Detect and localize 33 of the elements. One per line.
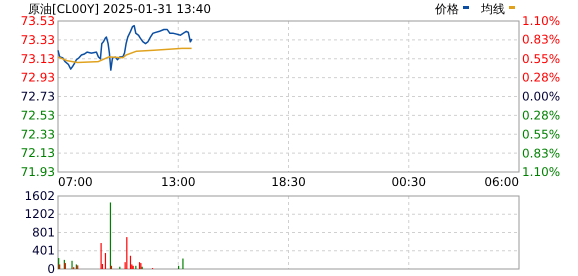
y-tick-label: 73.33 — [20, 32, 55, 47]
line-series — [57, 48, 192, 64]
y-tick-label: 801 — [32, 226, 55, 240]
x-tick-label: 06:00 — [484, 175, 519, 189]
x-tick-label: 13:00 — [160, 175, 196, 189]
y-tick-label: 71.93 — [20, 165, 55, 179]
y-tick-label: 72.53 — [20, 108, 55, 122]
legend-label: 均线 — [480, 2, 505, 16]
y-tick-label: 72.33 — [20, 127, 55, 142]
y2-tick-label: 0.55% — [522, 52, 560, 66]
y-tick-label: 72.93 — [20, 70, 55, 85]
y-tick-label: 72.73 — [20, 90, 55, 104]
y-tick-label: 73.13 — [20, 52, 55, 66]
y2-tick-label: 0.28% — [522, 108, 560, 123]
x-tick-label: 00:30 — [391, 175, 426, 189]
y-tick-label: 72.13 — [20, 146, 55, 160]
y-tick-label: 0 — [47, 262, 55, 276]
y2-tick-label: 1.10% — [522, 165, 560, 179]
y2-tick-label: 1.10% — [522, 14, 560, 28]
y-tick-label: 73.53 — [20, 14, 55, 28]
line-series — [57, 24, 192, 71]
x-tick-label: 07:00 — [58, 175, 93, 189]
y2-tick-label: 0.00% — [522, 90, 560, 104]
chart-title: 原油[CL00Y] 2025-01-31 13:40 — [28, 2, 211, 16]
legend-label: 价格 — [434, 2, 459, 16]
y2-tick-label: 0.55% — [522, 127, 560, 142]
y-tick-label: 1202 — [24, 207, 55, 222]
y2-tick-label: 0.28% — [522, 70, 560, 84]
y2-tick-label: 0.83% — [522, 32, 560, 47]
y-tick-label: 401 — [32, 244, 55, 258]
x-tick-label: 18:30 — [271, 175, 306, 189]
y-tick-label: 1602 — [24, 189, 55, 203]
y2-tick-label: 0.83% — [522, 146, 560, 160]
